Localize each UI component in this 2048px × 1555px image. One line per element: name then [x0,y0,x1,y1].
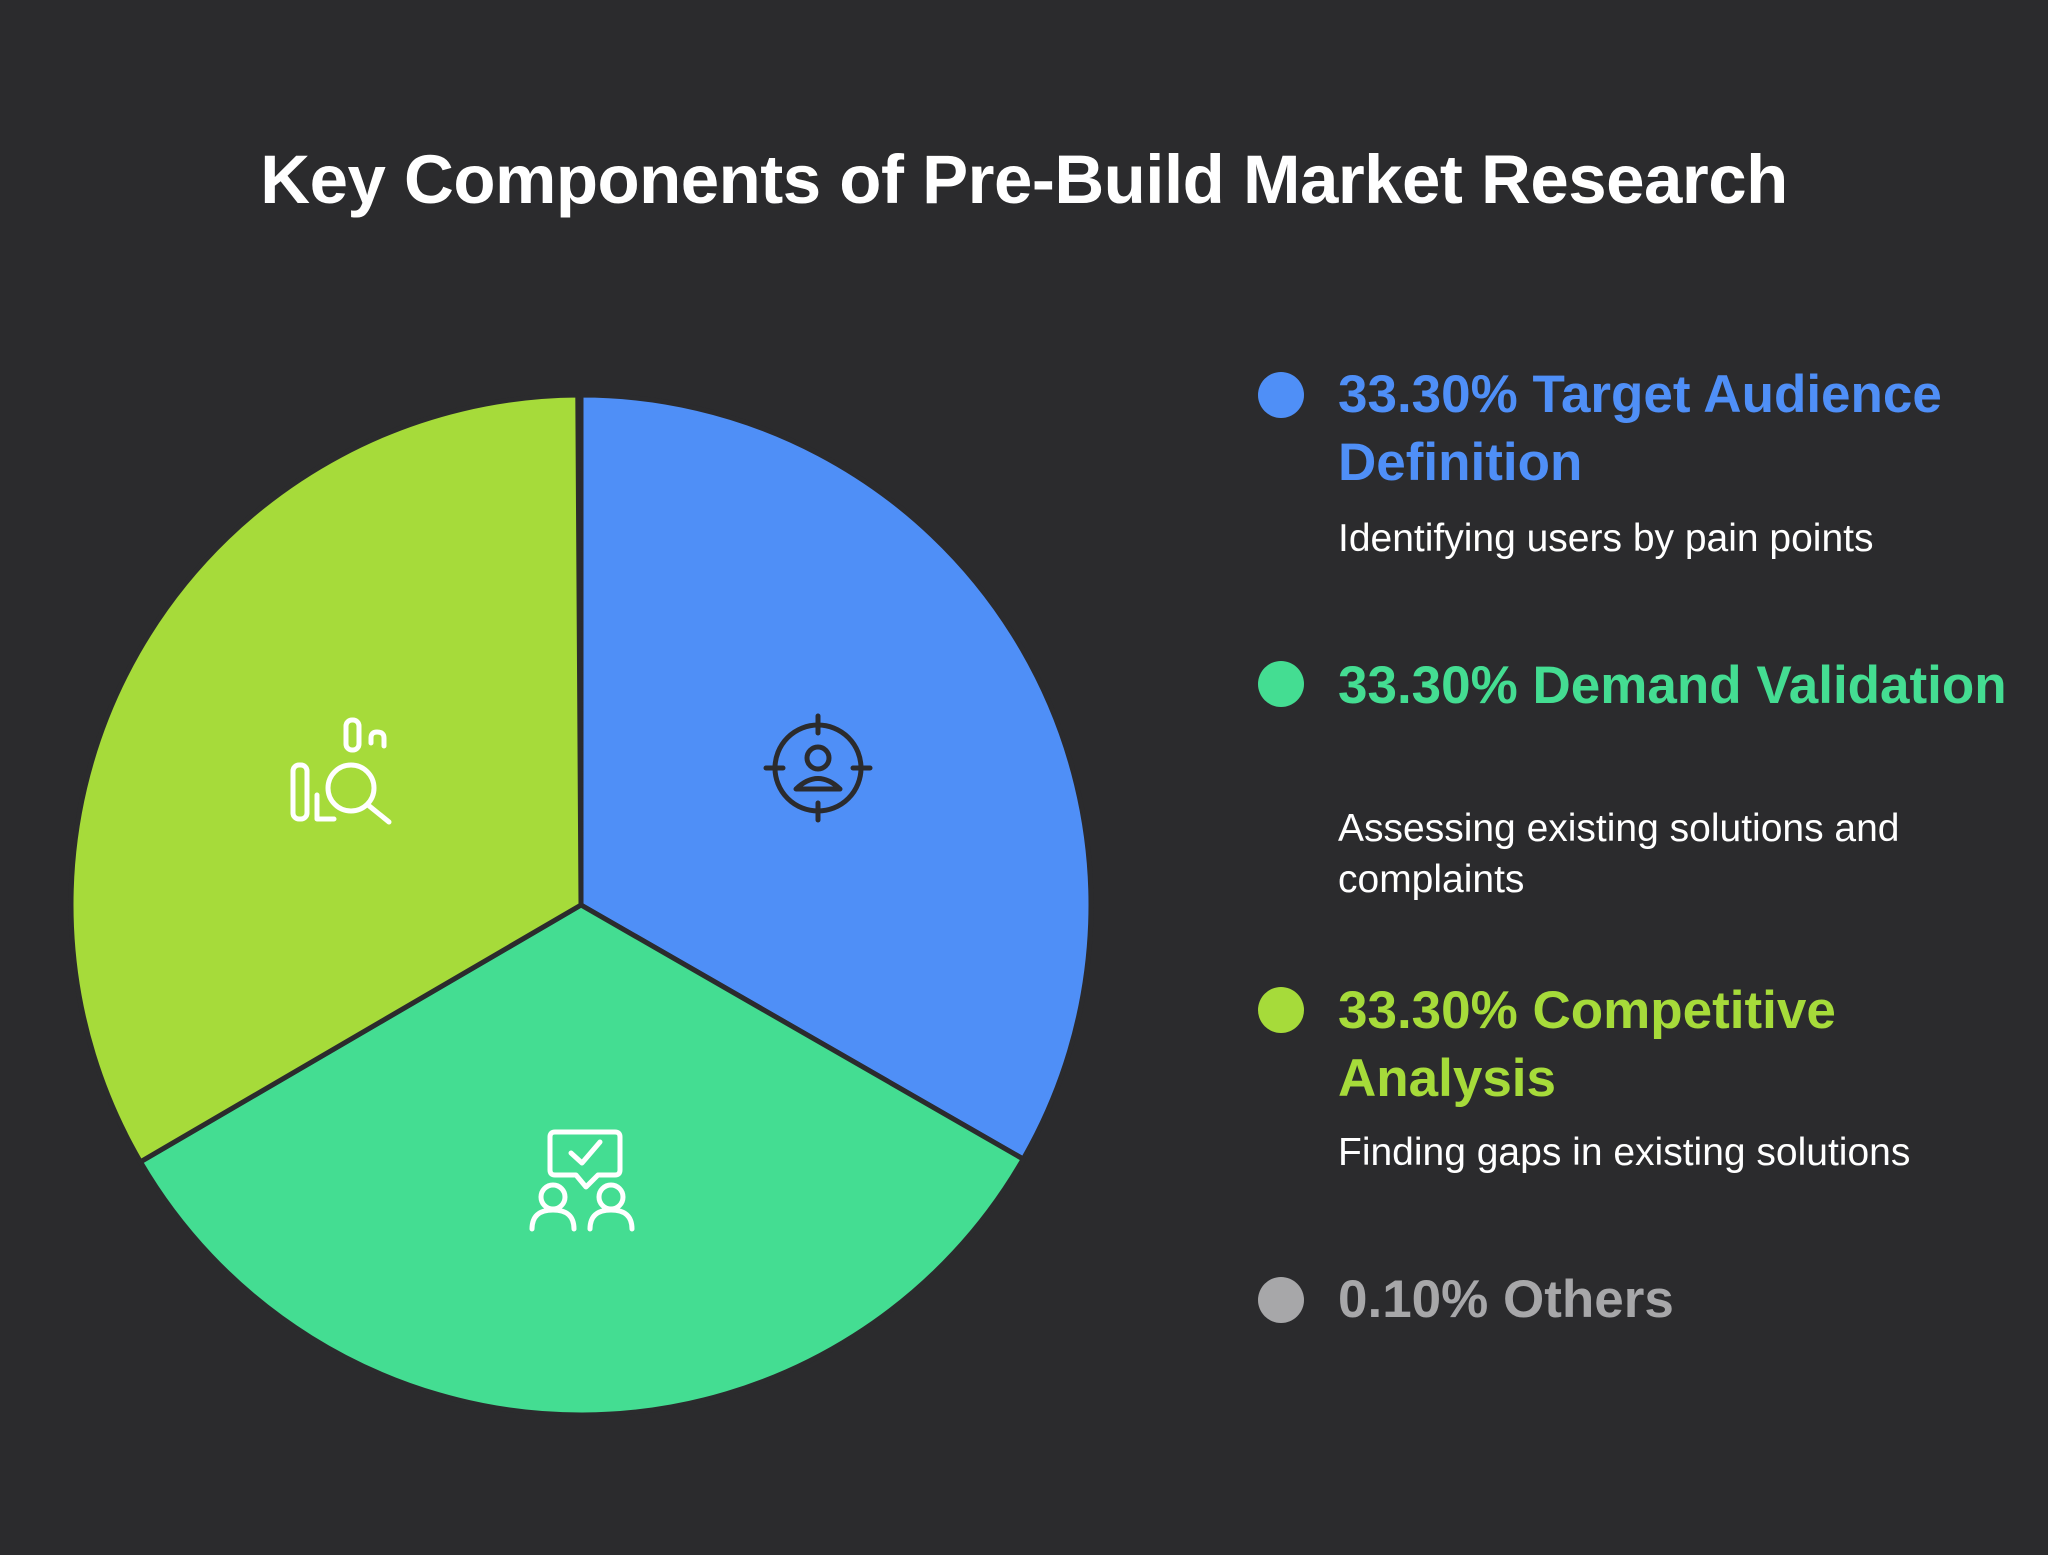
legend-label-target-audience: Target Audience Definition [1338,365,1942,492]
legend-percent-demand-validation: 33.30% [1338,656,1518,715]
legend-desc-target-audience: Identifying users by pain points [1338,517,1874,560]
legend-label-others: Others [1503,1270,1674,1329]
legend-dot-competitive-analysis [1258,987,1304,1033]
legend-heading-demand-validation: 33.30% Demand Validation [1338,652,2028,720]
legend-heading-target-audience: 33.30% Target Audience Definition [1338,361,2028,497]
legend-desc-demand-validation: Assessing existing solutions and complai… [1338,807,1900,901]
legend-dot-others [1258,1277,1304,1323]
legend-percent-target-audience: 33.30% [1338,365,1518,424]
pie-slices [68,392,1094,1418]
chart-search-icon [290,717,392,825]
page-title: Key Components of Pre-Build Market Resea… [260,141,1788,218]
legend-desc-competitive-analysis: Finding gaps in existing solutions [1338,1131,1911,1174]
people-feedback-icon [529,1129,635,1232]
legend-heading-others: 0.10% Others [1338,1266,2028,1334]
pie-slice-target-audience-definition [578,392,1094,1162]
legend-label-competitive-analysis: Competitive Analysis [1338,981,1836,1108]
legend-dot-target-audience [1258,372,1304,418]
legend-dot-demand-validation [1258,661,1304,707]
target-user-icon [763,713,873,823]
pie-slice-competitive-analysis [68,392,584,1165]
legend-percent-competitive-analysis: 33.30% [1338,981,1518,1040]
legend-heading-competitive-analysis: 33.30% Competitive Analysis [1338,977,2028,1113]
legend-label-demand-validation: Demand Validation [1532,656,2007,715]
legend-percent-others: 0.10% [1338,1270,1489,1329]
